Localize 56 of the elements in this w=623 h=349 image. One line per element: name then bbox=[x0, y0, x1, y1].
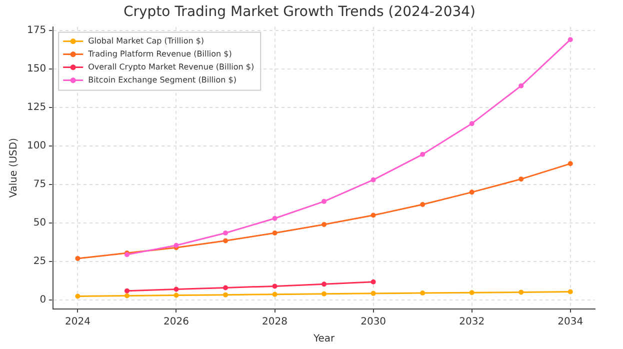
legend-label: Overall Crypto Market Revenue (Billion $) bbox=[88, 62, 254, 72]
y-tick-label: 50 bbox=[33, 218, 46, 229]
point bbox=[370, 212, 376, 218]
y-tick-label: 25 bbox=[33, 256, 46, 268]
x-axis-title: Year bbox=[312, 334, 336, 345]
point bbox=[420, 202, 426, 208]
point bbox=[322, 198, 327, 204]
point bbox=[174, 286, 179, 292]
x-tick-label: 2034 bbox=[558, 316, 584, 328]
point bbox=[223, 230, 228, 236]
point bbox=[469, 290, 474, 296]
point bbox=[370, 279, 376, 284]
point bbox=[568, 161, 573, 166]
x-tick-label: 2028 bbox=[262, 316, 288, 328]
point bbox=[518, 83, 524, 88]
point bbox=[322, 222, 327, 228]
point bbox=[124, 293, 130, 298]
point bbox=[272, 292, 278, 297]
chart-title: Crypto Trading Market Growth Trends (2024-2034) bbox=[123, 4, 476, 20]
point bbox=[124, 288, 130, 294]
point bbox=[322, 291, 327, 296]
point bbox=[420, 152, 426, 157]
point bbox=[272, 284, 278, 289]
y-tick-label: 150 bbox=[26, 63, 46, 74]
point bbox=[370, 177, 376, 182]
point bbox=[75, 256, 80, 261]
point bbox=[518, 290, 524, 295]
point bbox=[223, 285, 228, 290]
x-tick-label: 2026 bbox=[164, 316, 189, 328]
point bbox=[568, 37, 573, 42]
point bbox=[469, 121, 474, 126]
y-tick-label: 125 bbox=[26, 102, 46, 113]
x-tick-label: 2032 bbox=[459, 316, 485, 328]
y-tick-label: 175 bbox=[26, 24, 46, 36]
point bbox=[568, 289, 573, 294]
y-tick-label: 0 bbox=[40, 294, 46, 306]
x-tick-label: 2024 bbox=[64, 316, 90, 328]
legend-label: Trading Platform Revenue (Billion $) bbox=[87, 49, 232, 58]
y-axis-title: Value (USD) bbox=[8, 138, 20, 198]
legend-label: Bitcoin Exchange Segment (Billion $) bbox=[88, 75, 236, 84]
point bbox=[518, 176, 524, 182]
point bbox=[75, 294, 80, 299]
y-tick-label: 100 bbox=[26, 140, 46, 152]
point bbox=[223, 292, 228, 298]
point bbox=[370, 290, 376, 296]
point bbox=[223, 238, 228, 244]
legend-label: Global Market Cap (Trillion $) bbox=[88, 36, 204, 46]
point bbox=[469, 190, 474, 195]
point bbox=[174, 242, 179, 248]
point bbox=[272, 216, 278, 221]
point bbox=[420, 290, 426, 296]
point bbox=[322, 282, 327, 287]
x-tick-label: 2030 bbox=[360, 316, 386, 328]
point bbox=[272, 230, 278, 236]
point bbox=[174, 292, 179, 298]
y-tick-label: 75 bbox=[33, 179, 46, 190]
